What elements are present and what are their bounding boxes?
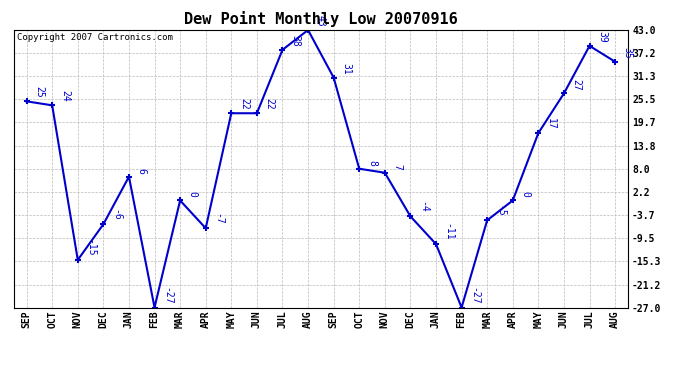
Text: 35: 35 xyxy=(623,47,633,58)
Text: 0: 0 xyxy=(188,191,198,197)
Title: Dew Point Monthly Low 20070916: Dew Point Monthly Low 20070916 xyxy=(184,12,457,27)
Text: 22: 22 xyxy=(239,98,249,110)
Text: 24: 24 xyxy=(60,90,70,102)
Text: 17: 17 xyxy=(546,118,556,130)
Text: -11: -11 xyxy=(444,223,453,241)
Text: 22: 22 xyxy=(264,98,275,110)
Text: 25: 25 xyxy=(34,86,44,98)
Text: -5: -5 xyxy=(495,206,505,217)
Text: 7: 7 xyxy=(393,164,402,170)
Text: 27: 27 xyxy=(571,78,582,90)
Text: -6: -6 xyxy=(111,209,121,221)
Text: 39: 39 xyxy=(597,31,607,43)
Text: 8: 8 xyxy=(367,160,377,166)
Text: 6: 6 xyxy=(137,168,146,174)
Text: 31: 31 xyxy=(342,63,351,74)
Text: 38: 38 xyxy=(290,35,300,46)
Text: -27: -27 xyxy=(162,287,172,304)
Text: 0: 0 xyxy=(520,191,531,197)
Text: -15: -15 xyxy=(86,239,95,257)
Text: 43: 43 xyxy=(316,15,326,27)
Text: -27: -27 xyxy=(469,287,480,304)
Text: -7: -7 xyxy=(213,213,224,225)
Text: -4: -4 xyxy=(418,201,428,213)
Text: Copyright 2007 Cartronics.com: Copyright 2007 Cartronics.com xyxy=(17,33,172,42)
